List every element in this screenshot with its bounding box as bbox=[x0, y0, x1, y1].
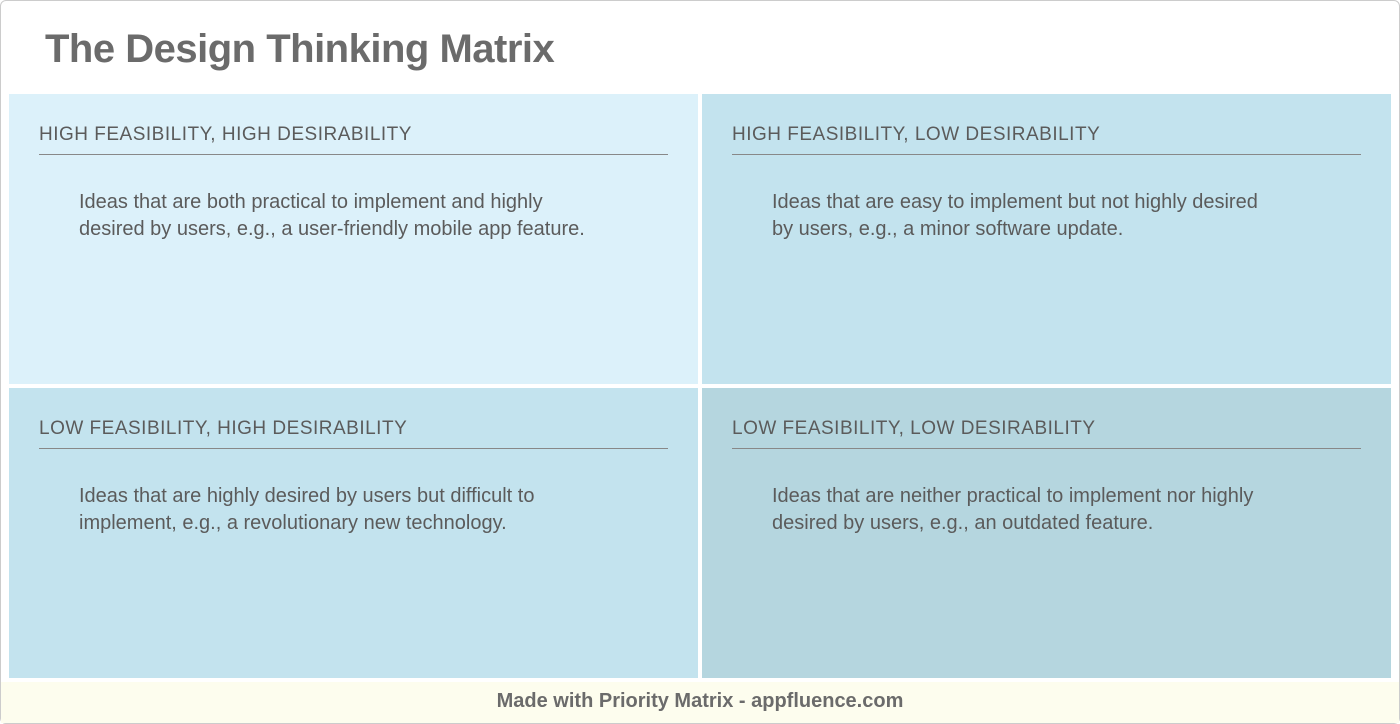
matrix-title: The Design Thinking Matrix bbox=[45, 27, 1355, 72]
title-area: The Design Thinking Matrix bbox=[1, 1, 1399, 94]
quadrant-high-feasibility-low-desirability: HIGH FEASIBILITY, LOW DESIRABILITY Ideas… bbox=[702, 94, 1391, 384]
footer-attribution: Made with Priority Matrix - appfluence.c… bbox=[1, 682, 1399, 723]
matrix-grid: HIGH FEASIBILITY, HIGH DESIRABILITY Idea… bbox=[1, 94, 1399, 682]
quadrant-body: Ideas that are easy to implement but not… bbox=[732, 189, 1312, 243]
quadrant-body: Ideas that are highly desired by users b… bbox=[39, 483, 619, 537]
matrix-frame: The Design Thinking Matrix HIGH FEASIBIL… bbox=[0, 0, 1400, 724]
quadrant-header: LOW FEASIBILITY, HIGH DESIRABILITY bbox=[39, 418, 668, 449]
quadrant-body: Ideas that are both practical to impleme… bbox=[39, 189, 619, 243]
quadrant-high-feasibility-high-desirability: HIGH FEASIBILITY, HIGH DESIRABILITY Idea… bbox=[9, 94, 698, 384]
quadrant-low-feasibility-high-desirability: LOW FEASIBILITY, HIGH DESIRABILITY Ideas… bbox=[9, 388, 698, 678]
quadrant-low-feasibility-low-desirability: LOW FEASIBILITY, LOW DESIRABILITY Ideas … bbox=[702, 388, 1391, 678]
quadrant-header: HIGH FEASIBILITY, LOW DESIRABILITY bbox=[732, 124, 1361, 155]
quadrant-body: Ideas that are neither practical to impl… bbox=[732, 483, 1312, 537]
quadrant-header: LOW FEASIBILITY, LOW DESIRABILITY bbox=[732, 418, 1361, 449]
quadrant-header: HIGH FEASIBILITY, HIGH DESIRABILITY bbox=[39, 124, 668, 155]
